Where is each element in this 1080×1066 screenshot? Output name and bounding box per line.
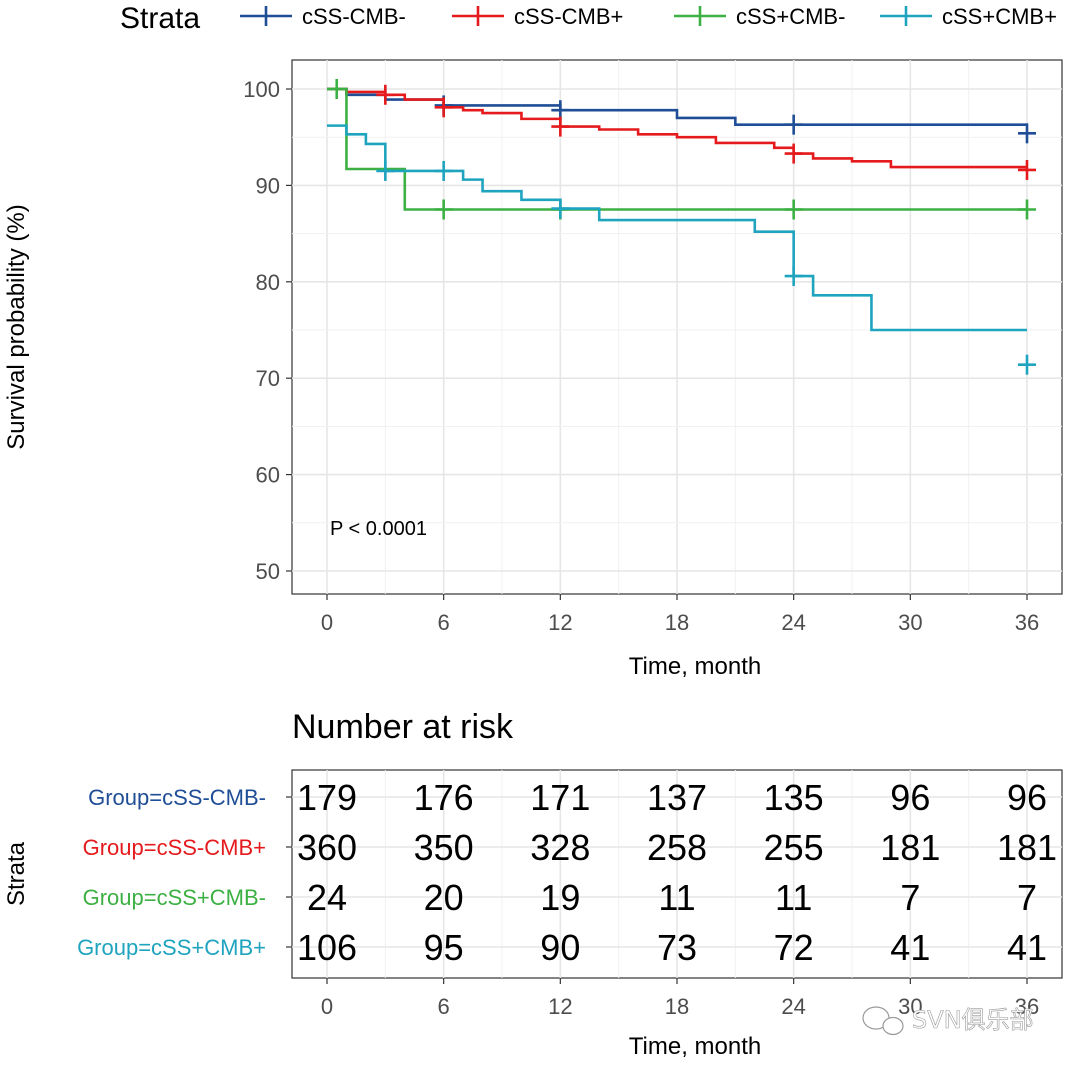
censor-mark (376, 84, 395, 105)
risk-count: 258 (647, 827, 707, 868)
legend-item: cSS-CMB+ (452, 4, 623, 29)
risk-table: Number at risk Group=cSS-CMB- 179 176 171 13… (3, 708, 1063, 1060)
y-tick-label: 70 (256, 366, 280, 391)
legend-label: cSS-CMB+ (514, 4, 623, 29)
risk-count: 7 (1017, 877, 1037, 918)
watermark: SVN俱乐部 (862, 1006, 1034, 1036)
risk-count: 179 (297, 777, 357, 818)
risk-x-tick-label: 6 (438, 994, 450, 1019)
risk-row: Group=cSS+CMB+ 106 95 90 73 72 41 41 (77, 927, 1047, 968)
risk-count: 96 (890, 777, 930, 818)
risk-count: 255 (764, 827, 824, 868)
legend-label: cSS+CMB+ (942, 4, 1057, 29)
legend: Strata cSS-CMB-cSS-CMB+ cSS+CMB-cSS+CMB+ (120, 2, 1057, 35)
wechat-logo-icon (862, 1006, 904, 1036)
risk-count: 11 (775, 877, 812, 918)
censor-mark (376, 160, 395, 181)
x-tick-label: 30 (898, 610, 922, 635)
censor-mark (327, 79, 346, 99)
censor-mark (434, 97, 453, 118)
risk-count: 137 (647, 777, 707, 818)
risk-row-label: Group=cSS+CMB+ (77, 935, 266, 960)
legend-label: cSS+CMB- (736, 4, 845, 29)
risk-y-axis-title: Strata (3, 841, 30, 906)
risk-count: 360 (297, 827, 357, 868)
risk-count: 90 (540, 927, 580, 968)
risk-row: Group=cSS-CMB+ 360 350 328 258 255 181 181 (83, 827, 1057, 868)
censor-mark (434, 160, 453, 181)
x-tick-label: 0 (321, 610, 333, 635)
risk-count: 41 (890, 927, 930, 968)
risk-count: 11 (658, 877, 695, 918)
risk-count: 41 (1007, 927, 1047, 968)
censor-mark (1018, 354, 1036, 375)
risk-x-tick-label: 30 (898, 994, 922, 1019)
censor-mark (1018, 159, 1036, 180)
risk-count: 73 (657, 927, 697, 968)
x-tick-label: 12 (548, 610, 572, 635)
censor-mark (434, 199, 453, 220)
survival-curve (327, 124, 1027, 332)
risk-count: 135 (764, 777, 824, 818)
risk-x-tick-label: 24 (781, 994, 805, 1019)
y-tick-label: 80 (256, 270, 280, 295)
censor-mark (784, 266, 803, 287)
risk-count: 106 (297, 927, 357, 968)
survival-plot: 50 60 70 80 90 100 0 6 12 18 24 30 36 P < 0.0001 Ti… (3, 59, 1063, 680)
risk-row-label: Group=cSS-CMB- (88, 785, 266, 810)
y-tick-label: 90 (256, 173, 280, 198)
censor-mark (1018, 199, 1036, 220)
risk-row-label: Group=cSS-CMB+ (83, 835, 266, 860)
risk-count: 95 (424, 927, 464, 968)
risk-count: 19 (540, 877, 580, 918)
survival-curve (327, 87, 1027, 169)
risk-row: Group=cSS-CMB- 179 176 171 137 135 96 96 (88, 777, 1047, 818)
risk-count: 72 (774, 927, 814, 968)
risk-x-tick-label: 18 (665, 994, 689, 1019)
censor-mark (784, 143, 803, 164)
risk-count: 20 (424, 877, 464, 918)
risk-table-title: Number at risk (292, 708, 514, 746)
legend-title: Strata (120, 2, 200, 35)
x-tick-label: 18 (665, 610, 689, 635)
censor-mark (551, 116, 570, 137)
censor-mark (551, 198, 570, 219)
censor-mark (1018, 123, 1036, 144)
risk-count: 24 (307, 877, 347, 918)
legend-label: cSS-CMB- (302, 4, 406, 29)
risk-count: 350 (414, 827, 474, 868)
survival-curve (327, 87, 1027, 126)
p-value-annotation: P < 0.0001 (330, 518, 427, 540)
x-tick-label: 6 (438, 610, 450, 635)
risk-x-tick-label: 12 (548, 994, 572, 1019)
risk-count: 181 (997, 827, 1057, 868)
risk-x-tick-label: 0 (321, 994, 333, 1019)
risk-row: Group=cSS+CMB- 24 20 19 11 11 7 7 (83, 877, 1037, 918)
y-axis-title: Survival probability (%) (3, 204, 30, 449)
y-tick-label: 50 (256, 559, 280, 584)
risk-count: 96 (1007, 777, 1047, 818)
risk-x-axis-title: Time, month (629, 1033, 761, 1060)
risk-count: 328 (530, 827, 590, 868)
risk-count: 7 (900, 877, 920, 918)
risk-x-tick-label: 36 (1015, 994, 1039, 1019)
risk-count: 171 (530, 777, 590, 818)
legend-item: cSS+CMB+ (880, 4, 1057, 29)
legend-item: cSS-CMB- (240, 4, 406, 29)
censor-mark (784, 114, 803, 135)
x-tick-label: 36 (1015, 610, 1039, 635)
risk-count: 176 (414, 777, 474, 818)
y-tick-label: 100 (243, 77, 280, 102)
series-cSS-CMB+ (327, 84, 1036, 180)
risk-row-label: Group=cSS+CMB- (83, 885, 266, 910)
censor-mark (784, 199, 803, 220)
x-axis-title: Time, month (629, 653, 761, 680)
legend-item: cSS+CMB- (674, 4, 845, 29)
x-tick-label: 24 (781, 610, 805, 635)
watermark-text: SVN俱乐部 (912, 1006, 1034, 1034)
series-cSS+CMB+ (327, 124, 1036, 375)
risk-count: 181 (880, 827, 940, 868)
y-tick-label: 60 (256, 463, 280, 488)
